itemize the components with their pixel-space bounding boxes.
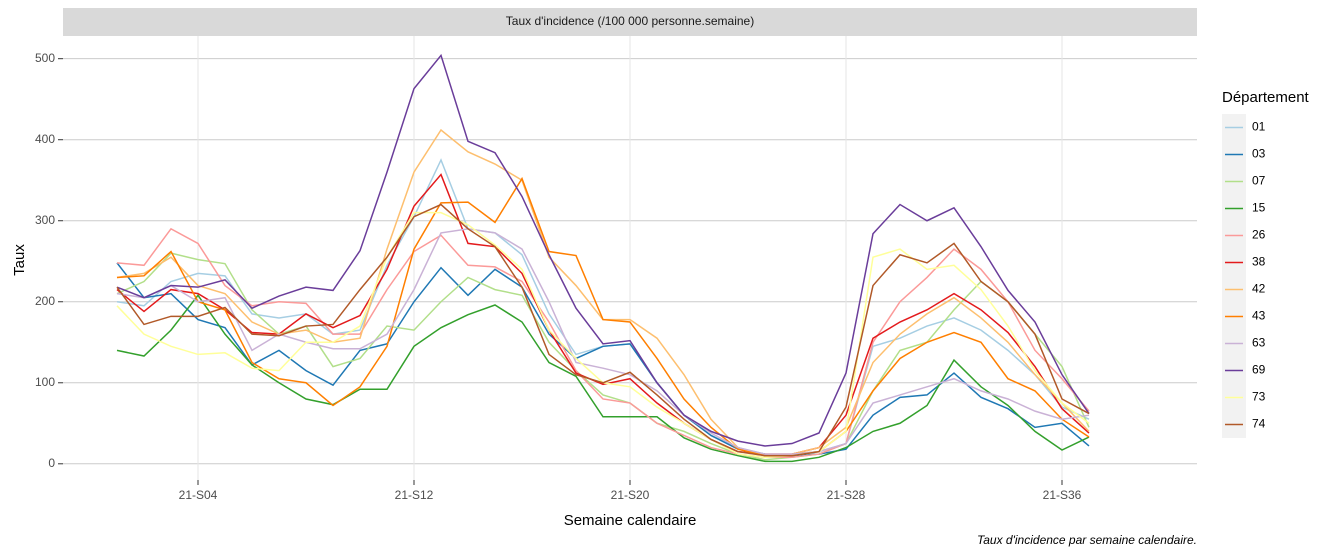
- series-line: [116, 294, 1090, 463]
- x-tick-label: 21-S04: [179, 488, 218, 502]
- series-line: [116, 262, 1090, 457]
- series-line: [116, 173, 1090, 455]
- x-tick-label: 21-S20: [611, 488, 650, 502]
- legend-label: 73: [1252, 390, 1266, 404]
- y-tick-label: 500: [35, 51, 55, 65]
- x-tick-label: 21-S36: [1043, 488, 1082, 502]
- series-line: [116, 158, 1090, 457]
- series-line: [116, 176, 1090, 457]
- chart-title: Taux d'incidence (/100 000 personne.sema…: [506, 14, 754, 28]
- series-line: [116, 203, 1090, 457]
- legend-label: 01: [1252, 120, 1266, 134]
- x-tick-label: 21-S28: [827, 488, 866, 502]
- legend-label: 15: [1252, 201, 1266, 215]
- y-tick-label: 300: [35, 213, 55, 227]
- legend-label: 03: [1252, 147, 1266, 161]
- series-line: [116, 227, 1090, 459]
- y-tick-label: 100: [35, 375, 55, 389]
- series-line: [116, 228, 1090, 455]
- legend-label: 63: [1252, 336, 1266, 350]
- series-line: [116, 252, 1090, 461]
- legend-label: 43: [1252, 309, 1266, 323]
- series-line: [116, 128, 1090, 457]
- legend-title: Département: [1222, 89, 1310, 106]
- legend-label: 07: [1252, 174, 1266, 188]
- strip: [63, 8, 1197, 36]
- y-tick-label: 400: [35, 132, 55, 146]
- caption: Taux d'incidence par semaine calendaire.: [977, 533, 1197, 547]
- legend-label: 26: [1252, 228, 1266, 242]
- legend-label: 38: [1252, 255, 1266, 269]
- y-tick-label: 200: [35, 294, 55, 308]
- legend-label: 74: [1252, 417, 1266, 431]
- series-line: [116, 53, 1090, 447]
- legend-label: 42: [1252, 282, 1266, 296]
- y-tick-label: 0: [48, 456, 55, 470]
- legend-label: 69: [1252, 363, 1266, 377]
- y-axis-title: Taux: [11, 244, 28, 276]
- x-tick-label: 21-S12: [395, 488, 434, 502]
- legend-background: [1222, 114, 1246, 438]
- x-axis-title: Semaine calendaire: [564, 512, 697, 529]
